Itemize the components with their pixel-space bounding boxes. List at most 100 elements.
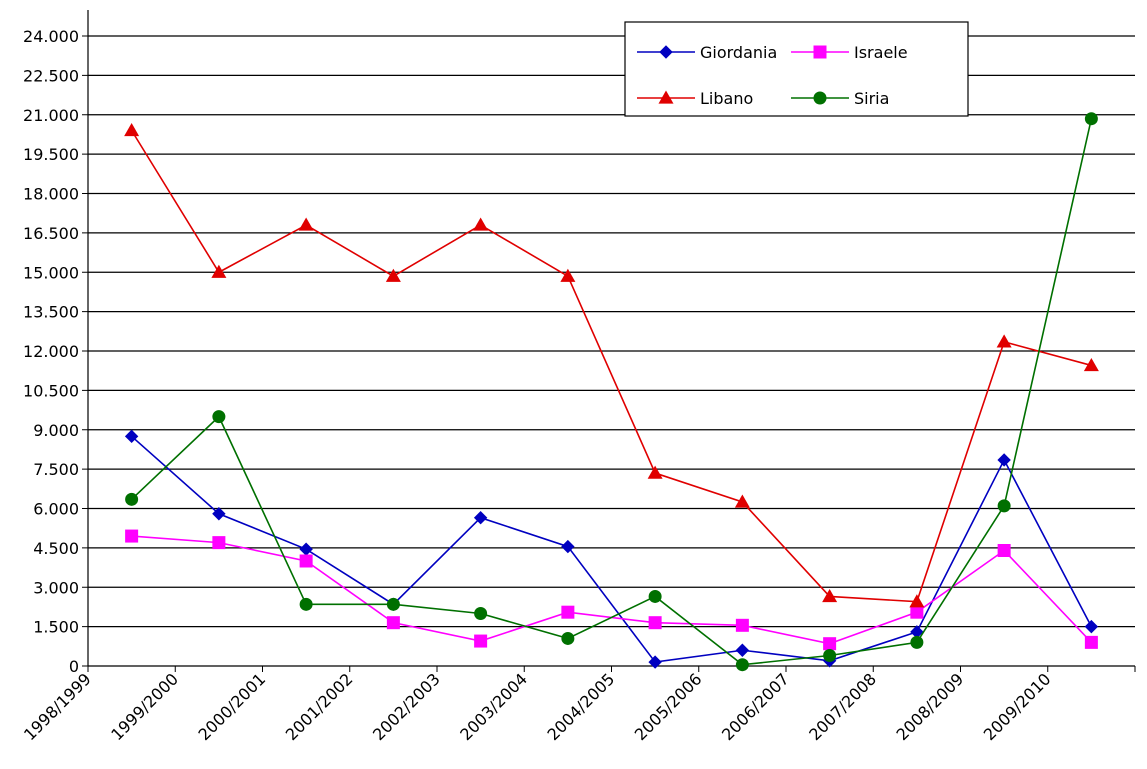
data-point xyxy=(735,658,749,672)
series-siria xyxy=(125,112,1098,672)
y-tick-label: 0 xyxy=(69,657,79,676)
y-tick-label: 16.500 xyxy=(23,224,79,243)
series-layer xyxy=(124,112,1099,672)
data-point xyxy=(299,554,313,568)
y-tick-label: 19.500 xyxy=(23,145,79,164)
data-point xyxy=(385,268,401,282)
y-tick-label: 6.000 xyxy=(33,500,79,519)
data-point xyxy=(560,268,576,282)
data-point xyxy=(823,649,837,662)
data-point xyxy=(473,510,488,525)
series-line xyxy=(131,118,1093,666)
data-point xyxy=(648,655,662,669)
y-tick-label: 10.500 xyxy=(23,381,79,400)
y-tick-label: 1.500 xyxy=(33,618,79,637)
data-point xyxy=(822,588,838,603)
legend-item: Libano xyxy=(637,89,753,108)
data-point xyxy=(299,597,313,611)
data-point xyxy=(212,507,226,521)
axes xyxy=(82,10,1136,672)
data-point xyxy=(561,539,575,554)
data-point xyxy=(386,597,400,611)
data-point xyxy=(997,544,1011,557)
y-tick-label: 7.500 xyxy=(33,460,79,479)
data-point xyxy=(1084,112,1098,126)
data-point xyxy=(124,123,140,137)
x-tick-label: 1998/1999 xyxy=(20,669,95,744)
data-point xyxy=(648,616,662,630)
data-point xyxy=(735,643,750,657)
data-point xyxy=(473,217,489,231)
legend-marker xyxy=(659,45,673,59)
x-tick-label: 2004/2005 xyxy=(543,669,618,744)
x-tick-label: 1999/2000 xyxy=(107,669,182,744)
data-point xyxy=(125,492,139,506)
data-point xyxy=(212,410,226,424)
grid-lines xyxy=(88,35,1135,628)
legend-box xyxy=(624,21,969,117)
data-point xyxy=(997,453,1011,467)
legend-label: Libano xyxy=(700,89,753,108)
legend-marker xyxy=(658,90,674,104)
data-point xyxy=(561,631,575,645)
y-tick-label: 12.000 xyxy=(23,342,79,361)
legend-label: Siria xyxy=(854,89,889,108)
data-point xyxy=(1084,619,1099,634)
y-tick-label: 13.500 xyxy=(23,303,79,322)
series-libano xyxy=(124,123,1099,608)
y-axis-tick-labels: 0 1.500 3.000 4.500 6.000 7.500 9.000 10.500 12.… xyxy=(23,27,79,676)
x-tick-label: 2005/2006 xyxy=(631,669,706,744)
data-point xyxy=(909,594,925,608)
legend-item: Siria xyxy=(791,89,889,108)
legend-label: Israele xyxy=(854,43,908,62)
data-point xyxy=(648,589,662,603)
data-point xyxy=(298,217,314,231)
data-point xyxy=(910,635,924,649)
data-point xyxy=(299,542,313,556)
data-point xyxy=(735,618,749,632)
x-tick-label: 2006/2007 xyxy=(718,669,793,744)
legend-item: Israele xyxy=(791,43,908,62)
data-point xyxy=(474,634,488,648)
series-line xyxy=(131,435,1093,663)
data-point xyxy=(561,605,575,619)
data-point xyxy=(386,616,400,630)
y-tick-label: 4.500 xyxy=(33,539,79,558)
x-tick-label: 2008/2009 xyxy=(892,669,967,744)
x-tick-label: 2003/2004 xyxy=(456,669,531,744)
y-tick-label: 21.000 xyxy=(23,106,79,125)
data-point xyxy=(734,494,750,508)
data-point xyxy=(211,264,227,278)
y-tick-label: 9.000 xyxy=(33,421,79,440)
y-tick-label: 22.500 xyxy=(23,66,79,85)
series-line xyxy=(130,130,1092,603)
data-point xyxy=(474,607,488,620)
legend-item: Giordania xyxy=(637,43,777,62)
x-axis-tick-labels: 1998/1999 1999/2000 2000/2001 2001/2002 2002… xyxy=(20,669,1055,744)
series-giordania xyxy=(124,429,1099,669)
legend-label: Giordania xyxy=(700,43,777,62)
data-point xyxy=(823,637,837,651)
x-tick-label: 2002/2003 xyxy=(369,669,444,744)
x-tick-label: 2000/2001 xyxy=(194,669,269,744)
data-point xyxy=(647,465,663,479)
data-point xyxy=(910,605,924,619)
data-point xyxy=(212,536,226,550)
x-tick-label: 2007/2008 xyxy=(805,669,880,744)
data-point xyxy=(124,429,139,444)
legend-marker xyxy=(813,45,827,59)
series-line xyxy=(131,535,1092,645)
data-point xyxy=(997,499,1011,513)
data-point xyxy=(125,529,139,543)
y-tick-label: 3.000 xyxy=(33,578,79,597)
y-tick-label: 18.000 xyxy=(23,185,79,204)
data-point xyxy=(996,334,1012,348)
x-tick-label: 2001/2002 xyxy=(282,669,357,744)
data-point xyxy=(1083,357,1099,372)
y-tick-label: 24.000 xyxy=(23,27,79,46)
x-tick-label: 2009/2010 xyxy=(980,669,1055,744)
legend-marker xyxy=(813,91,827,105)
data-point xyxy=(1084,635,1098,649)
y-tick-label: 15.000 xyxy=(23,263,79,282)
